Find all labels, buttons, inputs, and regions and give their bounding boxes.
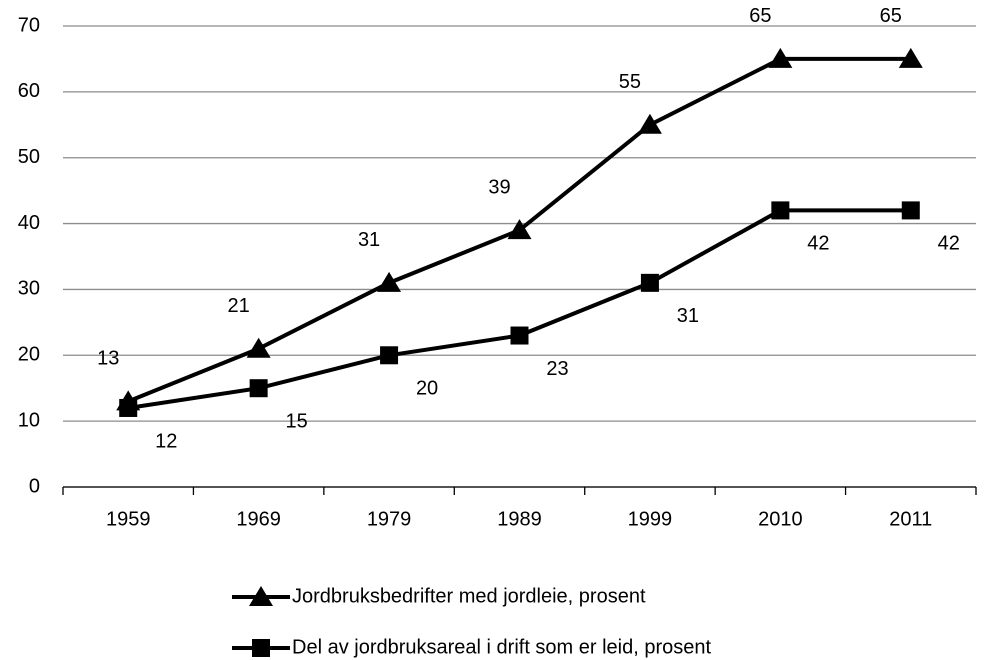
- data-label: 31: [677, 305, 699, 327]
- data-point: [246, 337, 271, 358]
- y-tick-label: 60: [18, 80, 40, 102]
- data-label: 65: [749, 5, 771, 27]
- data-point: [771, 201, 790, 220]
- data-label: 42: [807, 233, 829, 255]
- data-point: [640, 273, 659, 292]
- y-tick-label: 40: [18, 212, 40, 234]
- data-label: 65: [880, 5, 902, 27]
- y-tick-label: 10: [18, 409, 40, 431]
- x-tick-label: 2010: [758, 508, 803, 530]
- data-label: 21: [228, 295, 250, 317]
- x-tick-label: 1989: [497, 508, 542, 530]
- data-label: 13: [97, 348, 119, 370]
- legend-label: Del av jordbruksareal i drift som er lei…: [292, 636, 712, 658]
- legend-marker: [249, 586, 273, 606]
- x-tick-label: 1959: [106, 508, 151, 530]
- data-point: [119, 398, 138, 417]
- data-point: [637, 113, 662, 134]
- x-tick-label: 1999: [628, 508, 673, 530]
- data-point: [768, 47, 793, 68]
- y-tick-label: 50: [18, 146, 40, 168]
- data-label: 42: [938, 233, 960, 255]
- x-tick-label: 1969: [236, 508, 281, 530]
- y-tick-label: 30: [18, 278, 40, 300]
- data-label: 55: [619, 71, 641, 93]
- y-tick-label: 70: [18, 14, 40, 36]
- x-tick-label: 2011: [889, 508, 932, 530]
- data-label: 20: [416, 378, 438, 400]
- data-point: [377, 271, 402, 292]
- y-tick-label: 20: [18, 344, 40, 366]
- legend-marker: [252, 639, 270, 657]
- data-label: 15: [286, 410, 308, 432]
- data-point: [901, 201, 920, 220]
- data-label: 12: [155, 430, 177, 452]
- data-point: [249, 379, 268, 398]
- data-label: 39: [488, 176, 510, 198]
- legend-label: Jordbruksbedrifter med jordleie, prosent: [292, 585, 646, 607]
- data-point: [507, 219, 532, 240]
- data-label: 31: [358, 229, 380, 251]
- data-point: [380, 346, 399, 365]
- y-tick-label: 0: [29, 475, 40, 497]
- data-point: [510, 326, 529, 345]
- data-point: [898, 47, 923, 68]
- data-label: 23: [546, 358, 568, 380]
- x-tick-label: 1979: [367, 508, 412, 530]
